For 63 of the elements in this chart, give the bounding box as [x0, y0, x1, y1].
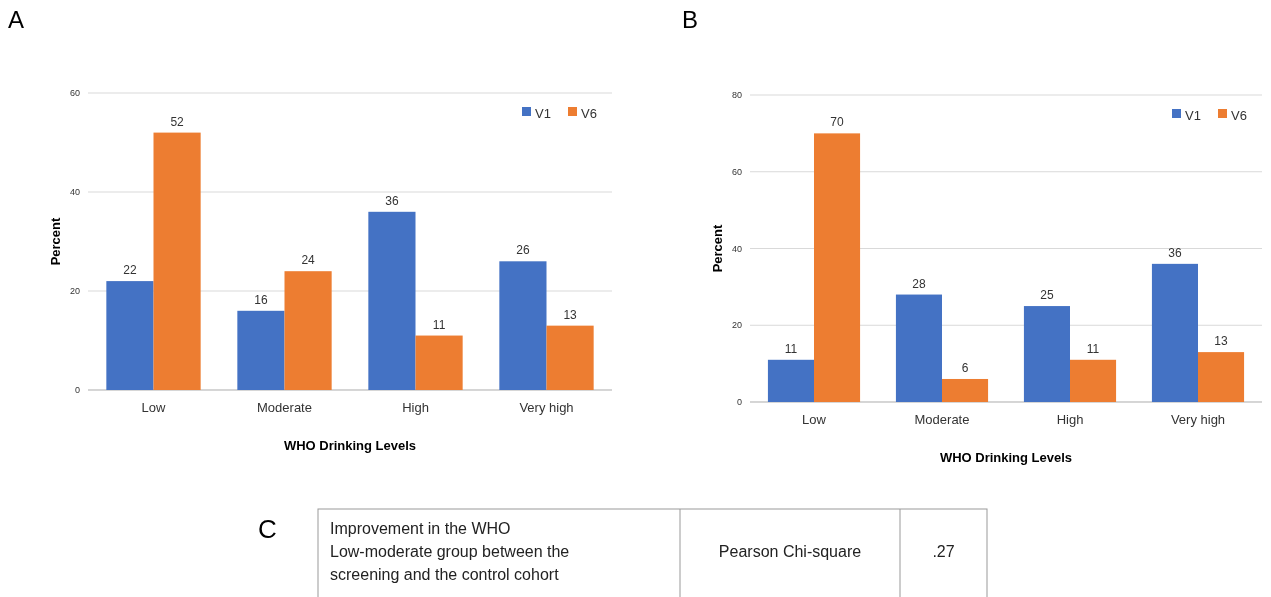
data-label: 11 — [1086, 341, 1100, 356]
y-tick-label: 20 — [731, 320, 742, 331]
data-label: 6 — [961, 360, 969, 375]
y-tick-label: 20 — [69, 286, 80, 297]
x-tick-label: High — [402, 400, 429, 415]
data-label: 11 — [784, 341, 798, 356]
data-label: 13 — [1214, 334, 1229, 349]
chart-title: A — [8, 6, 25, 33]
y-tick-label: 60 — [69, 88, 80, 99]
bar — [1198, 352, 1245, 402]
y-tick-label: 0 — [74, 385, 80, 396]
x-tick-label: Moderate — [257, 400, 312, 415]
bar — [284, 271, 332, 390]
bar — [368, 211, 416, 390]
bar — [499, 261, 547, 390]
bar — [1070, 359, 1117, 402]
bar — [415, 335, 463, 390]
chart-title: B — [682, 6, 699, 33]
bar — [895, 294, 942, 402]
text: Improvement in the WHO Low-moderate group between the screening and the control cohort — [330, 520, 570, 583]
text: Pearson Chi-square — [718, 543, 862, 560]
x-tick-label: Very high — [519, 400, 574, 415]
y-tick-label: 0 — [736, 397, 742, 408]
y-tick-label: 60 — [731, 166, 742, 177]
data-label: 22 — [123, 263, 137, 278]
x-tick-label: Very high — [1170, 412, 1226, 427]
x-tick-label: Moderate — [914, 412, 970, 427]
y-axis-title: Percent — [710, 223, 725, 273]
data-label: 13 — [563, 307, 578, 322]
legend-label: V6 — [581, 105, 597, 121]
bar — [767, 359, 814, 402]
data-label: 24 — [301, 253, 316, 268]
y-axis-title: Percent — [48, 216, 63, 266]
data-label: 70 — [830, 115, 845, 130]
legend-label: V1 — [535, 105, 551, 121]
bar — [546, 325, 594, 390]
x-tick-label: High — [1056, 412, 1084, 427]
data-label: 25 — [1040, 288, 1054, 303]
bar — [942, 378, 989, 402]
data-label: 26 — [516, 243, 530, 258]
text: C — [258, 514, 277, 544]
data-label: 11 — [432, 317, 446, 332]
x-tick-label: Low — [802, 412, 827, 427]
x-tick-label: Low — [141, 400, 167, 415]
bar — [1023, 306, 1070, 402]
x-axis-title: WHO Drinking Levels — [939, 450, 1073, 465]
bar — [106, 281, 154, 390]
x-axis-title: WHO Drinking Levels — [283, 438, 417, 453]
bar — [237, 310, 285, 390]
y-tick-label: 80 — [731, 90, 742, 101]
bar — [1151, 263, 1198, 402]
bar — [814, 133, 861, 402]
legend-label: V6 — [1231, 107, 1247, 123]
bar — [153, 132, 201, 390]
y-tick-label: 40 — [731, 243, 742, 254]
data-label: 36 — [1168, 245, 1182, 260]
data-label: 28 — [912, 276, 926, 291]
data-label: 52 — [170, 114, 185, 129]
data-label: 36 — [385, 193, 399, 208]
legend-label: V1 — [1185, 107, 1201, 123]
text: .27 — [932, 543, 955, 560]
y-tick-label: 40 — [69, 187, 80, 198]
data-label: 16 — [254, 292, 268, 307]
